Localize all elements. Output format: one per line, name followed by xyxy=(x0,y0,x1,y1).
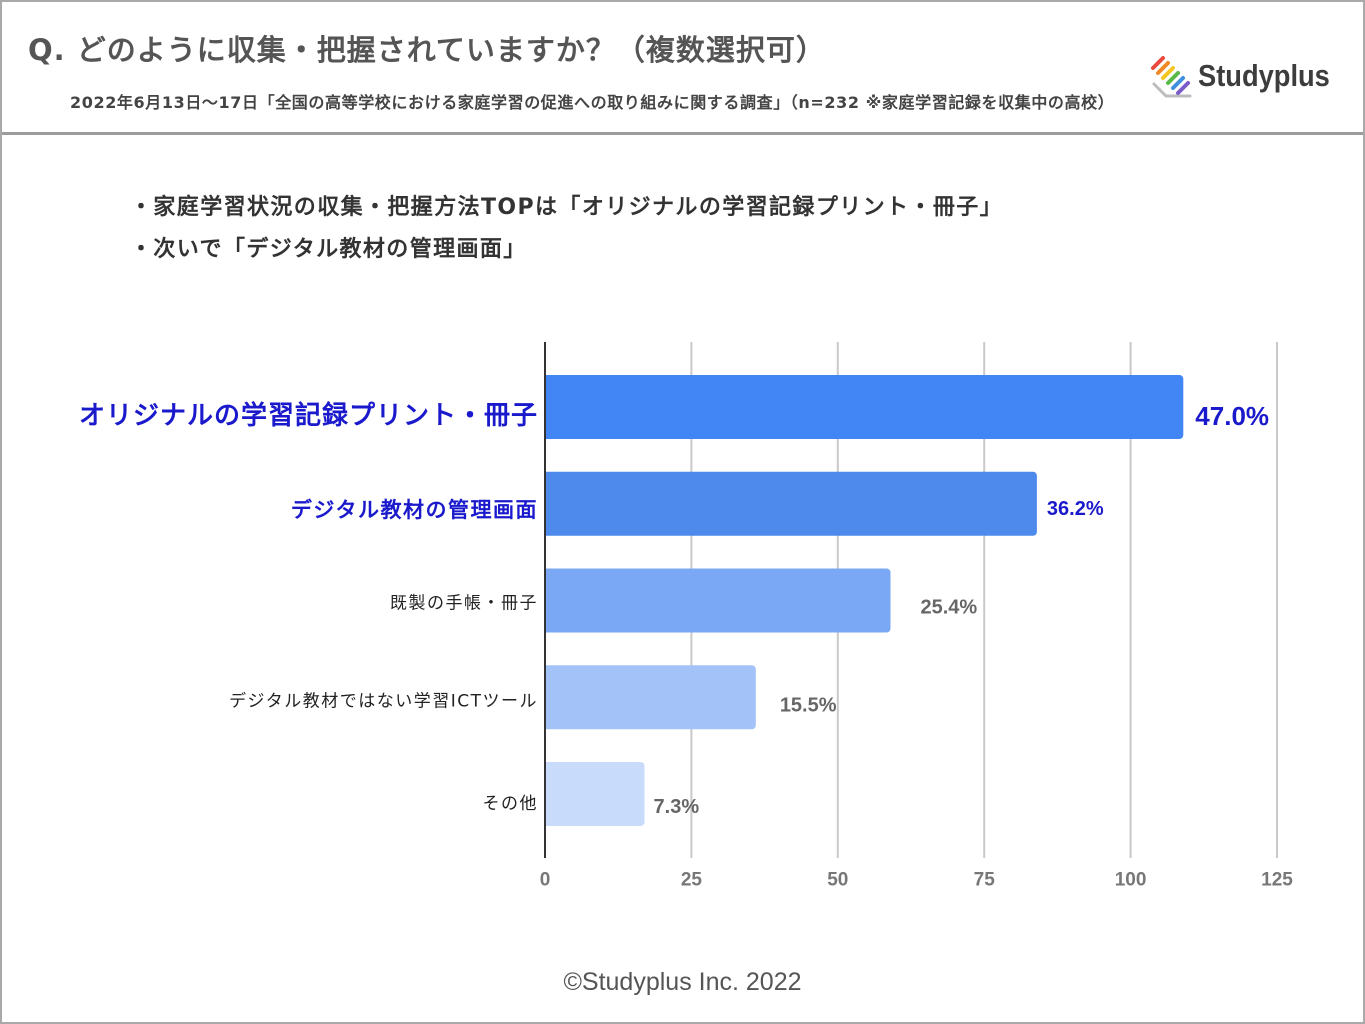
bar-5 xyxy=(545,762,645,826)
horizontal-bar-chart: オリジナルの学習記録プリント・冊子デジタル教材の管理画面既製の手帳・冊子デジタル… xyxy=(79,342,1294,891)
category-label-2: デジタル教材の管理画面 xyxy=(291,498,538,522)
data-label-2: 36.2% xyxy=(1047,498,1104,520)
bar-2 xyxy=(545,471,1037,536)
category-label-3: 既製の手帳・冊子 xyxy=(390,594,538,614)
logo-shadow xyxy=(1152,82,1192,98)
data-label-4: 15.5% xyxy=(780,694,837,716)
page-title: Q. どのように収集・把握されていますか？（複数選択可） xyxy=(28,33,826,67)
x-tick-label: 0 xyxy=(540,870,551,891)
logo-stripes xyxy=(1151,56,1190,95)
bars xyxy=(544,375,1184,826)
header-divider xyxy=(0,132,1365,135)
x-tick-label: 125 xyxy=(1261,870,1293,891)
studyplus-logo: Studyplus xyxy=(1150,52,1340,100)
summary-bullet-1: ・家庭学習状況の収集・把握方法TOPは「オリジナルの学習記録プリント・冊子」 xyxy=(130,195,1004,220)
logo-stripe-yellow xyxy=(1161,66,1175,80)
category-label-4: デジタル教材ではない学習ICTツール xyxy=(229,690,538,711)
summary-bullet-2: ・次いで「デジタル教材の管理画面」 xyxy=(130,237,527,262)
category-labels: オリジナルの学習記録プリント・冊子デジタル教材の管理画面既製の手帳・冊子デジタル… xyxy=(79,400,539,814)
bar-1 xyxy=(544,375,1184,439)
bar-4 xyxy=(545,665,756,730)
data-label-3: 25.4% xyxy=(921,597,978,619)
logo-stripe-blue xyxy=(1171,76,1185,90)
x-axis-tick-labels: 0 25 50 75 100 125 xyxy=(540,870,1294,891)
category-label-1: オリジナルの学習記録プリント・冊子 xyxy=(79,400,538,431)
logo-stripe-red xyxy=(1151,56,1165,70)
x-tick-label: 75 xyxy=(974,870,996,891)
x-tick-label: 25 xyxy=(681,870,703,891)
copyright-footer: ©Studyplus Inc. 2022 xyxy=(563,968,802,996)
survey-subtitle: 2022年6月13日～17日「全国の高等学校における家庭学習の促進への取り組みに… xyxy=(70,93,1115,112)
x-tick-label: 100 xyxy=(1115,870,1147,891)
category-label-5: その他 xyxy=(483,794,539,814)
bar-3 xyxy=(545,568,891,633)
data-label-5: 7.3% xyxy=(654,796,700,818)
x-tick-label: 50 xyxy=(827,870,848,891)
logo-stripe-purple xyxy=(1176,81,1190,95)
data-labels: 47.0% 36.2% 25.4% 15.5% 7.3% xyxy=(654,401,1269,818)
logo-stripe-green xyxy=(1166,71,1180,85)
logo-stripe-orange xyxy=(1156,61,1170,75)
data-label-1: 47.0% xyxy=(1195,401,1269,431)
studyplus-logo-icon xyxy=(1151,56,1192,98)
logo-wordmark: Studyplus xyxy=(1198,58,1330,93)
